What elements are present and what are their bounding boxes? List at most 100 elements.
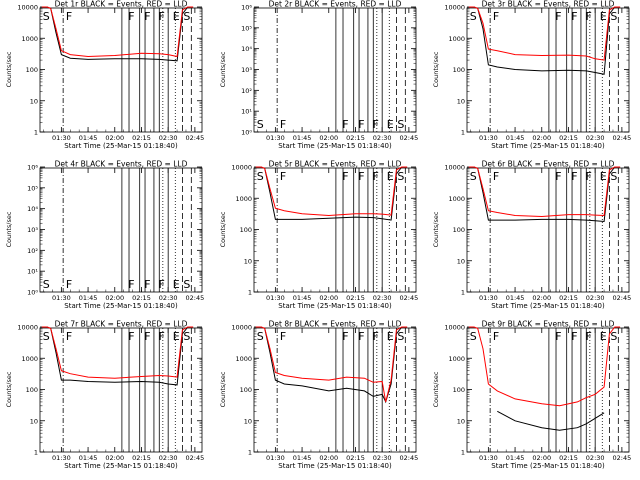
state-letter: F xyxy=(128,278,134,291)
state-letter: F xyxy=(555,10,561,23)
panel-title: Det 4r BLACK = Events, RED = LLD xyxy=(55,160,188,169)
state-letter: F xyxy=(372,330,378,343)
y-tick-label: 10¹ xyxy=(27,268,38,276)
state-letter: S xyxy=(470,330,477,343)
x-tick-label: 02:15 xyxy=(346,454,365,462)
y-tick-label: 1000 xyxy=(448,35,465,43)
state-letter: E xyxy=(600,10,607,23)
state-letter: S xyxy=(257,330,264,343)
panel-title: Det 2r BLACK = Events, RED = LLD xyxy=(269,0,402,9)
x-tick-label: 02:30 xyxy=(159,134,178,142)
x-tick-label: 02:45 xyxy=(400,454,419,462)
x-tick-label: 02:00 xyxy=(319,294,338,302)
x-tick-label: 02:30 xyxy=(586,294,605,302)
series-events xyxy=(468,6,621,75)
panel-det-9: Det 9r BLACK = Events, RED = LLD Counts/s… xyxy=(432,320,631,471)
y-tick-label: 1000 xyxy=(21,35,38,43)
x-tick-label: 01:45 xyxy=(79,294,98,302)
plot-frame xyxy=(39,327,203,453)
state-letter: E xyxy=(387,170,394,183)
series-lld xyxy=(468,6,621,61)
x-axis-label: Start Time (25-Mar-15 01:18:40) xyxy=(491,302,605,310)
state-letter: F xyxy=(280,118,286,131)
panel-title: Det 3r BLACK = Events, RED = LLD xyxy=(482,0,615,9)
x-tick-label: 02:15 xyxy=(559,134,578,142)
x-axis-label: Start Time (25-Mar-15 01:18:40) xyxy=(278,462,392,470)
x-axis-label: Start Time (25-Mar-15 01:18:40) xyxy=(64,142,178,150)
state-letter: F xyxy=(358,118,364,131)
y-tick-label: 10 xyxy=(244,417,252,425)
y-tick-label: 10 xyxy=(457,97,465,105)
x-tick-label: 01:45 xyxy=(79,454,98,462)
y-tick-label: 10000 xyxy=(231,324,252,332)
plot-frame xyxy=(39,167,203,293)
state-letter: F xyxy=(358,330,364,343)
series-events xyxy=(255,166,408,221)
x-tick-label: 02:45 xyxy=(613,294,632,302)
y-tick-label: 10000 xyxy=(444,324,465,332)
state-letter: F xyxy=(585,170,591,183)
y-axis-label: Counts/sec xyxy=(432,371,440,407)
panel-title: Det 6r BLACK = Events, RED = LLD xyxy=(482,160,615,169)
panel-det-6: Det 6r BLACK = Events, RED = LLD Counts/s… xyxy=(432,160,631,311)
y-tick-label: 1 xyxy=(461,129,465,137)
state-letter: F xyxy=(158,10,164,23)
y-tick-label: 1 xyxy=(248,449,252,457)
panel-det-4: Det 4r BLACK = Events, RED = LLD Counts/s… xyxy=(5,160,204,311)
panel-title: Det 7r BLACK = Events, RED = LLD xyxy=(55,320,188,329)
x-tick-label: 01:30 xyxy=(479,454,498,462)
state-letter: F xyxy=(128,10,134,23)
y-tick-label: 100 xyxy=(26,386,38,394)
panel-det-5: Det 5r BLACK = Events, RED = LLD Counts/s… xyxy=(219,160,418,311)
state-letter: F xyxy=(128,330,134,343)
x-tick-label: 01:30 xyxy=(266,454,285,462)
state-letter: F xyxy=(358,170,364,183)
y-tick-label: 1000 xyxy=(21,355,38,363)
y-tick-label: 100 xyxy=(26,66,38,74)
x-axis-label: Start Time (25-Mar-15 01:18:40) xyxy=(64,462,178,470)
x-tick-label: 02:30 xyxy=(373,454,392,462)
state-letter: S xyxy=(257,170,264,183)
state-letter: E xyxy=(387,330,394,343)
y-tick-label: 10³ xyxy=(241,66,252,74)
y-axis-label: Counts/sec xyxy=(5,51,13,87)
state-letter: S xyxy=(397,118,404,131)
y-tick-label: 10 xyxy=(30,97,38,105)
series-events xyxy=(41,6,194,62)
x-tick-label: 02:30 xyxy=(373,134,392,142)
x-tick-label: 01:30 xyxy=(266,134,285,142)
x-tick-label: 02:00 xyxy=(105,134,124,142)
x-tick-label: 02:00 xyxy=(532,294,551,302)
x-axis-label: Start Time (25-Mar-15 01:18:40) xyxy=(278,142,392,150)
series-lld xyxy=(468,326,621,407)
panel-det-8: Det 8r BLACK = Events, RED = LLD Counts/s… xyxy=(219,320,418,471)
state-letter: S xyxy=(43,330,50,343)
state-letter: F xyxy=(585,10,591,23)
y-tick-label: 10³ xyxy=(27,226,38,234)
plot-frame xyxy=(253,7,417,133)
y-tick-label: 1 xyxy=(461,289,465,297)
y-axis-label: Counts/sec xyxy=(5,371,13,407)
state-letter: S xyxy=(397,170,404,183)
x-axis-label: Start Time (25-Mar-15 01:18:40) xyxy=(278,302,392,310)
x-tick-label: 02:45 xyxy=(186,454,205,462)
y-tick-label: 1 xyxy=(248,289,252,297)
x-tick-label: 02:15 xyxy=(132,454,151,462)
y-tick-label: 1 xyxy=(461,449,465,457)
state-letter: S xyxy=(397,330,404,343)
state-letter: E xyxy=(387,118,394,131)
state-letter: S xyxy=(183,330,190,343)
panel-title: Det 1r BLACK = Events, RED = LLD xyxy=(55,0,188,9)
y-tick-label: 10⁴ xyxy=(241,45,252,53)
state-letter: F xyxy=(144,278,150,291)
state-letter: F xyxy=(66,278,72,291)
x-tick-label: 01:30 xyxy=(479,134,498,142)
x-tick-label: 01:45 xyxy=(79,134,98,142)
y-tick-label: 10² xyxy=(27,247,38,255)
state-letter: F xyxy=(555,170,561,183)
y-tick-label: 10⁰ xyxy=(241,129,252,137)
x-tick-label: 02:00 xyxy=(319,134,338,142)
state-letter: E xyxy=(173,278,180,291)
y-tick-label: 10 xyxy=(30,417,38,425)
y-axis-label: Counts/sec xyxy=(432,51,440,87)
